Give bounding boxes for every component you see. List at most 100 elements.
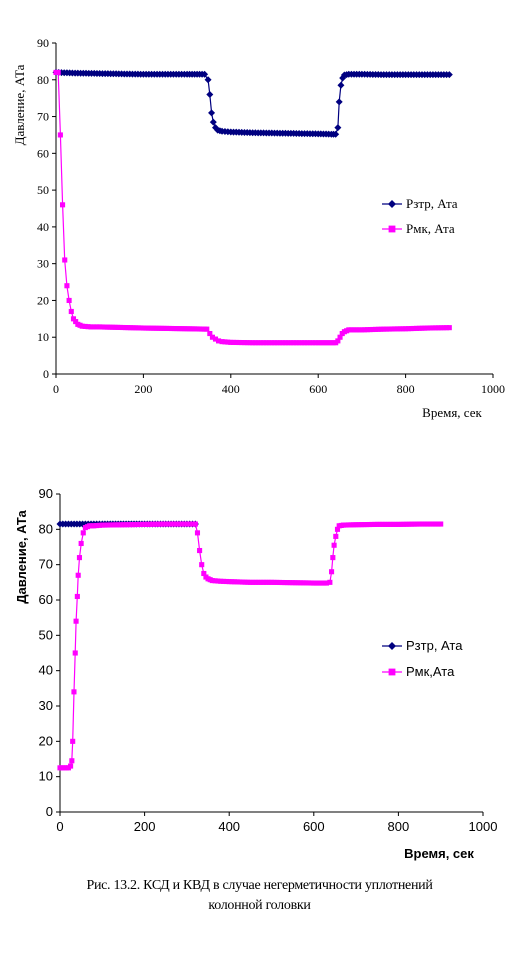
data-point xyxy=(115,522,121,528)
y-tick-label: 80 xyxy=(37,73,49,87)
data-point xyxy=(187,521,193,527)
data-point xyxy=(424,325,430,331)
data-point xyxy=(241,340,248,346)
data-point xyxy=(71,689,77,695)
data-point xyxy=(276,579,282,586)
data-point xyxy=(70,316,77,322)
data-point xyxy=(258,579,264,585)
data-point xyxy=(312,340,319,346)
data-point xyxy=(292,580,298,586)
data-point xyxy=(261,579,267,585)
data-point xyxy=(233,339,239,346)
x-tick-label: 400 xyxy=(218,819,240,834)
data-point xyxy=(430,521,436,527)
data-point xyxy=(393,521,399,527)
chart-2-legend: Рзтр, Ата Рмк,Ата xyxy=(382,638,463,679)
data-point xyxy=(305,580,312,586)
data-point xyxy=(176,326,182,332)
data-point xyxy=(157,521,164,527)
data-point xyxy=(379,521,386,527)
data-point xyxy=(274,340,280,346)
y-tick-label: 90 xyxy=(39,486,53,501)
x-tick-label: 800 xyxy=(397,382,415,396)
data-point xyxy=(128,522,134,528)
data-point xyxy=(252,340,258,346)
data-point xyxy=(374,521,380,527)
data-point xyxy=(397,326,403,332)
data-point xyxy=(385,521,391,527)
data-point xyxy=(430,325,436,331)
data-point xyxy=(189,521,196,527)
data-point xyxy=(403,521,409,527)
data-point xyxy=(290,580,296,586)
data-point xyxy=(354,327,360,333)
data-point xyxy=(441,325,447,331)
data-point xyxy=(107,522,113,528)
data-point xyxy=(327,579,333,585)
data-point xyxy=(131,522,137,528)
data-point xyxy=(143,325,149,331)
data-point xyxy=(130,325,136,331)
y-tick-label: 20 xyxy=(37,293,49,307)
data-point xyxy=(266,579,272,585)
data-point xyxy=(411,521,417,527)
data-point xyxy=(206,90,214,98)
data-point xyxy=(387,521,394,527)
data-point xyxy=(169,325,175,332)
data-point xyxy=(148,325,154,331)
data-point xyxy=(381,326,387,332)
data-point xyxy=(298,580,304,586)
y-tick-label: 0 xyxy=(43,367,49,381)
data-point xyxy=(409,521,415,527)
data-point xyxy=(104,324,110,330)
x-tick-label: 0 xyxy=(53,382,59,396)
data-point xyxy=(212,578,218,584)
data-point xyxy=(226,579,232,585)
data-point xyxy=(296,340,302,346)
data-point xyxy=(295,580,301,586)
data-point xyxy=(126,522,132,528)
data-point xyxy=(331,542,337,548)
legend-marker xyxy=(388,200,396,208)
data-point xyxy=(277,340,283,346)
data-point xyxy=(263,579,269,585)
data-point xyxy=(73,618,79,624)
data-point xyxy=(80,530,86,536)
data-point xyxy=(57,132,63,138)
data-point xyxy=(301,340,308,346)
data-point xyxy=(334,526,341,532)
series-line xyxy=(55,71,450,135)
data-point xyxy=(174,326,180,332)
data-point xyxy=(372,521,378,527)
y-tick-label: 0 xyxy=(46,804,53,819)
data-point xyxy=(105,522,111,528)
x-tick-label: 0 xyxy=(56,819,63,834)
data-point xyxy=(68,763,74,769)
data-point xyxy=(184,521,190,527)
data-point xyxy=(356,327,362,333)
data-point xyxy=(117,324,123,330)
data-point xyxy=(107,324,113,330)
data-point xyxy=(258,340,264,346)
data-point xyxy=(417,521,423,527)
chart-1-x-axis-label: Время, сек xyxy=(422,405,482,420)
data-point xyxy=(209,118,217,126)
chart-2-axes xyxy=(59,494,483,813)
data-point xyxy=(333,533,339,539)
data-point xyxy=(153,325,159,331)
data-point xyxy=(378,326,384,332)
chart-2-y-axis-label: Давление, АТа xyxy=(14,509,29,603)
data-point xyxy=(362,327,368,333)
data-point xyxy=(435,521,441,527)
y-tick-label: 30 xyxy=(37,257,49,271)
caption-line-2: колонной головки xyxy=(208,898,311,913)
data-point xyxy=(401,521,407,527)
data-point xyxy=(366,521,372,528)
data-point xyxy=(156,325,162,331)
data-point xyxy=(138,325,144,331)
data-point xyxy=(145,325,152,331)
data-point xyxy=(207,330,213,337)
data-point xyxy=(330,555,336,561)
legend-marker xyxy=(388,668,396,676)
